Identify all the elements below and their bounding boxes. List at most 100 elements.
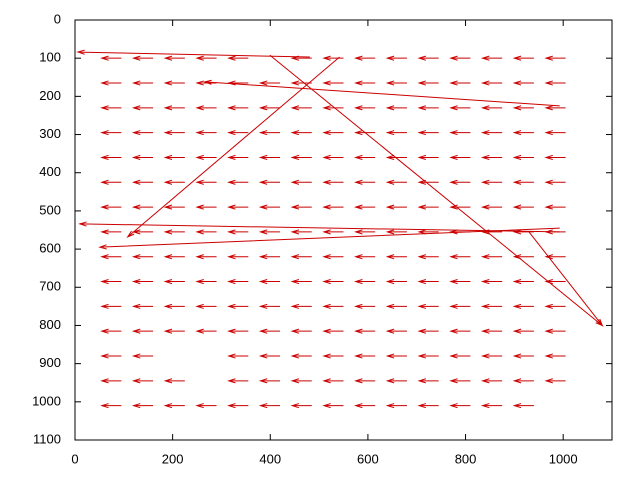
- vector-arrow: [258, 80, 281, 86]
- vector-arrow: [258, 204, 281, 210]
- vector-arrow: [195, 105, 217, 111]
- x-tick-label: 200: [162, 451, 184, 466]
- vector-arrow: [417, 254, 439, 260]
- vector-arrow: [322, 80, 344, 86]
- vector-arrow: [290, 403, 312, 409]
- vector-arrow: [100, 403, 122, 409]
- vector-arrow: [544, 328, 566, 334]
- vector-arrow: [195, 328, 217, 334]
- vector-arrow: [385, 130, 407, 136]
- y-tick-label: 1000: [32, 393, 61, 408]
- vector-arrow: [100, 105, 122, 111]
- vector-arrow: [512, 204, 534, 210]
- vector-arrow: [417, 105, 439, 111]
- vector-arrow: [100, 328, 122, 334]
- vector-arrow: [322, 229, 344, 235]
- vector-arrow: [480, 179, 503, 185]
- vector-arrow: [385, 353, 407, 359]
- vector-arrow: [227, 353, 249, 359]
- vector-arrow: [227, 55, 249, 61]
- vector-arrow: [322, 154, 344, 161]
- vector-arrow: [322, 403, 344, 409]
- vector-arrow: [131, 378, 154, 384]
- vector-arrow: [258, 105, 281, 111]
- vector-arrow: [322, 204, 344, 210]
- vector-arrow: [227, 303, 249, 309]
- vector-arrow: [512, 303, 534, 309]
- vector-arrow: [354, 154, 376, 161]
- vector-arrow: [417, 80, 439, 86]
- vector-arrow: [227, 154, 249, 161]
- vector-arrow: [290, 179, 312, 185]
- vector-arrow: [131, 229, 154, 235]
- vector-arrow: [512, 328, 534, 334]
- x-tick-label: 1000: [549, 451, 578, 466]
- vector-arrow: [269, 54, 604, 327]
- vector-arrow: [480, 278, 503, 285]
- vector-arrow: [385, 328, 407, 334]
- vector-arrow: [258, 154, 281, 161]
- vector-arrow: [258, 403, 281, 409]
- vector-arrow: [163, 105, 185, 111]
- vector-arrow: [417, 328, 439, 334]
- vector-arrow: [131, 303, 154, 309]
- vector-arrow: [354, 179, 376, 185]
- y-tick-label: 1100: [33, 431, 61, 446]
- vector-arrow: [78, 221, 560, 233]
- vector-arrow: [290, 229, 312, 235]
- vector-arrow: [131, 105, 154, 111]
- vector-arrow: [258, 254, 281, 260]
- vector-arrow: [480, 254, 503, 260]
- vector-arrow: [449, 378, 471, 384]
- vector-arrow: [544, 204, 566, 210]
- vector-arrow: [417, 378, 439, 384]
- vector-arrow: [354, 229, 376, 235]
- vector-arrow: [354, 328, 376, 334]
- vector-arrow: [195, 278, 217, 285]
- vector-arrow: [227, 204, 249, 210]
- vector-arrow: [258, 229, 281, 235]
- vector-arrow: [512, 154, 534, 161]
- vector-arrow: [227, 254, 249, 260]
- vector-arrow: [512, 278, 534, 285]
- vector-arrow: [480, 55, 503, 61]
- vector-arrow: [322, 328, 344, 334]
- vector-arrow: [290, 353, 312, 359]
- vector-arrow: [385, 80, 407, 86]
- vector-arrow: [480, 204, 503, 210]
- vector-arrow: [544, 55, 566, 61]
- vector-arrow: [131, 55, 154, 61]
- vector-arrow: [449, 328, 471, 334]
- vector-arrow: [195, 130, 217, 136]
- vector-arrow: [195, 179, 217, 185]
- vector-arrow: [258, 278, 281, 285]
- vector-arrow: [544, 105, 566, 111]
- vector-arrow: [100, 130, 122, 136]
- vector-arrow: [100, 278, 122, 285]
- vector-arrow: [131, 154, 154, 161]
- vector-arrow: [290, 328, 312, 334]
- x-tick-label: 400: [259, 451, 281, 466]
- vector-arrow: [449, 403, 471, 409]
- vector-arrow: [163, 303, 185, 309]
- y-tick-label: 800: [39, 317, 61, 332]
- vector-arrow: [322, 105, 344, 111]
- y-tick-label: 400: [39, 164, 61, 179]
- vector-arrow: [258, 179, 281, 185]
- vector-arrow: [449, 154, 471, 161]
- vector-arrow: [449, 254, 471, 260]
- vector-arrow: [131, 254, 154, 260]
- vector-arrow: [322, 130, 344, 136]
- vector-arrow: [98, 227, 560, 250]
- vector-arrow: [354, 80, 376, 86]
- vector-arrow: [417, 403, 439, 409]
- vector-arrow: [385, 179, 407, 185]
- vector-arrow: [100, 378, 122, 384]
- vector-arrow: [131, 80, 154, 86]
- vector-arrow: [76, 49, 310, 58]
- vector-arrow: [354, 353, 376, 359]
- vector-arrow: [417, 154, 439, 161]
- vector-arrow: [195, 254, 217, 260]
- vector-arrow: [385, 229, 407, 235]
- vector-arrow: [385, 403, 407, 409]
